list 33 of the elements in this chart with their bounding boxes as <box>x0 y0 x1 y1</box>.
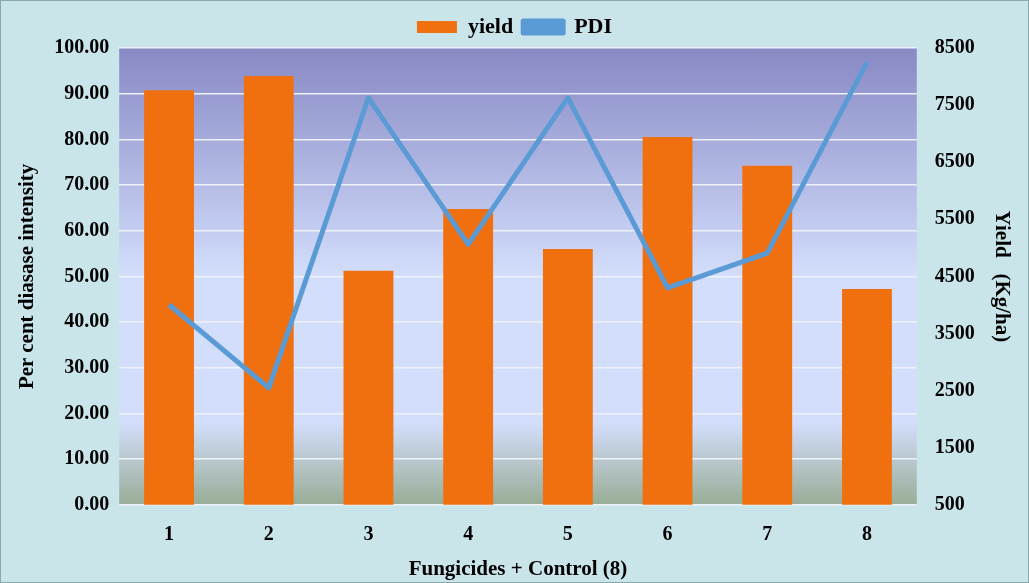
x-tick-label: 6 <box>662 521 673 544</box>
y-tick-label: 100.00 <box>54 35 110 58</box>
y-tick-label: 20.00 <box>64 400 110 423</box>
y-tick-label: 90.00 <box>64 80 110 103</box>
y2-axis-title: Yield (Kg/ha) <box>990 210 1015 343</box>
y-tick-label: 10.00 <box>64 446 110 469</box>
legend-label: PDI <box>574 12 613 38</box>
x-axis-title: Fungicides + Control (8) <box>408 555 628 580</box>
y2-tick-label: 5500 <box>934 206 975 229</box>
y2-tick-label: 4500 <box>934 263 975 286</box>
y-tick-label: 30.00 <box>64 354 110 377</box>
x-tick-label: 8 <box>861 521 872 544</box>
y2-tick-label: 8500 <box>934 35 975 58</box>
y2-tick-label: 2500 <box>934 377 975 400</box>
y2-tick-label: 6500 <box>934 149 975 172</box>
x-tick-label: 7 <box>762 521 773 544</box>
y2-tick-label: 3500 <box>934 320 975 343</box>
y-tick-label: 60.00 <box>64 217 110 240</box>
x-tick-label: 4 <box>463 521 474 544</box>
legend-label: yield <box>467 12 514 38</box>
y2-tick-label: 7500 <box>934 92 975 115</box>
y-tick-label: 40.00 <box>64 309 110 332</box>
y2-tick-label: 1500 <box>934 434 975 457</box>
x-tick-label: 2 <box>263 521 274 544</box>
x-tick-label: 5 <box>562 521 573 544</box>
x-tick-label: 1 <box>164 521 175 544</box>
y-axis-title: Per cent diasase intensity <box>14 163 39 390</box>
x-tick-label: 3 <box>363 521 374 544</box>
y-tick-label: 0.00 <box>74 491 110 514</box>
y-tick-label: 50.00 <box>64 263 110 286</box>
y2-tick-label: 500 <box>934 491 965 514</box>
y-tick-label: 70.00 <box>64 172 110 195</box>
y-tick-label: 80.00 <box>64 126 110 149</box>
